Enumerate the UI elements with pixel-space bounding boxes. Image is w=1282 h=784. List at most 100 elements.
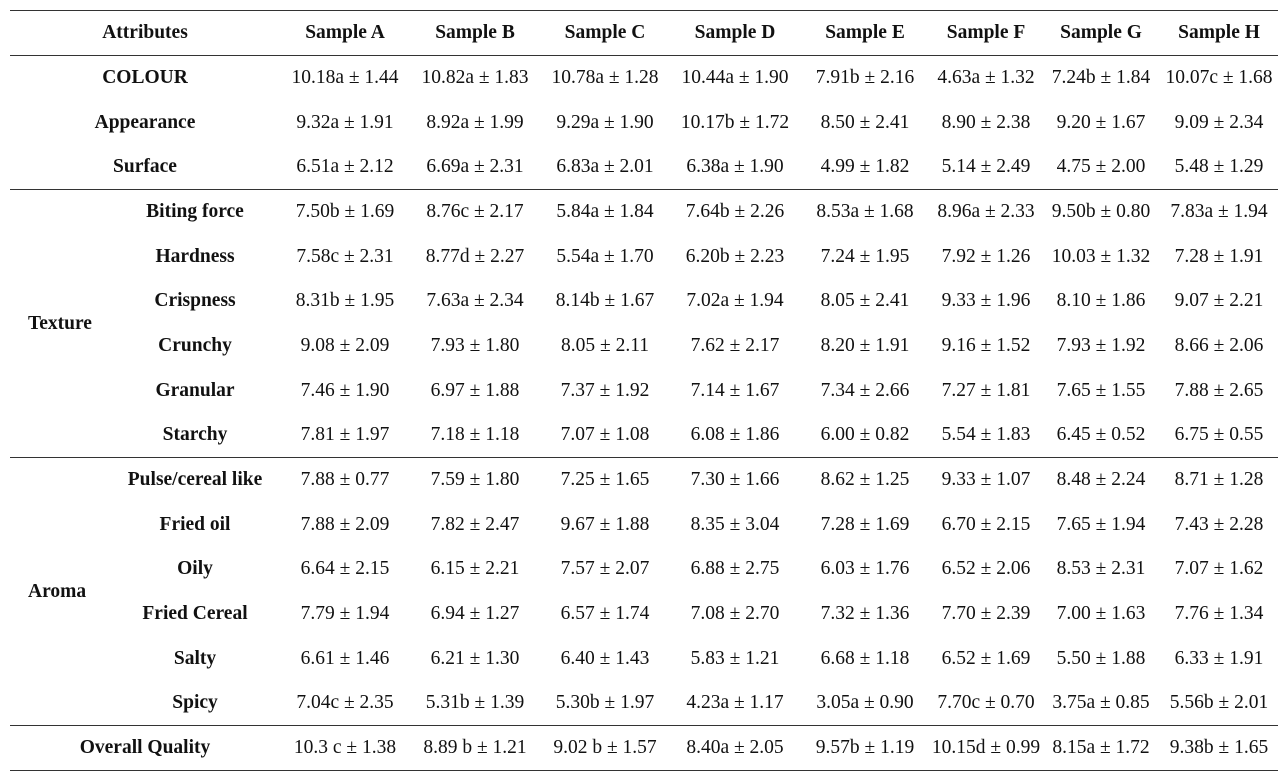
value-cell: 9.33 ± 1.96 [941, 290, 1031, 312]
value-cell: 7.08 ± 2.70 [690, 603, 780, 625]
value-cell: 6.03 ± 1.76 [820, 558, 910, 580]
table-row: Hardness 7.58c ± 2.31 8.77d ± 2.27 5.54a ± … [10, 234, 1278, 279]
table-row: Overall Quality 10.3 c ± 1.38 8.89 b ± 1.2… [10, 725, 1279, 771]
header-sample: Sample G [1042, 10, 1161, 56]
header-attributes: Attributes [10, 10, 281, 56]
value-cell: 5.48 ± 1.29 [1174, 155, 1264, 177]
value-cell: 9.67 ± 1.88 [560, 513, 650, 535]
value-cell: 7.32 ± 1.36 [820, 603, 910, 625]
attribute-label: COLOUR [102, 67, 188, 89]
attribute-label: Hardness [155, 245, 235, 267]
value-cell: 6.40 ± 1.43 [560, 647, 650, 669]
value-cell: 7.88 ± 0.77 [280, 457, 411, 503]
header-sample: Sample D [670, 10, 801, 56]
value-cell: 6.88 ± 2.75 [690, 558, 780, 580]
value-cell: 7.91b ± 2.16 [815, 67, 915, 89]
value-cell: 8.14b ± 1.67 [555, 290, 655, 312]
value-cell: 7.02a ± 1.94 [686, 290, 784, 312]
value-cell: 7.62 ± 2.17 [690, 334, 780, 356]
table-row: Crispness 8.31b ± 1.95 7.63a ± 2.34 8.14b ±… [10, 279, 1278, 324]
group-label: Aroma [10, 457, 110, 726]
value-cell: 7.14 ± 1.67 [690, 379, 780, 401]
attribute-label: Oily [177, 558, 213, 580]
value-cell: 6.52 ± 1.69 [941, 647, 1031, 669]
table-row: Aroma Pulse/cereal like 7.88 ± 0.77 7.59 ± … [10, 457, 1279, 726]
value-cell: 5.54a ± 1.70 [556, 245, 654, 267]
value-cell: 6.69a ± 2.31 [426, 155, 524, 177]
value-cell: 8.05 ± 2.41 [820, 290, 910, 312]
header-sample: Sample A [280, 10, 411, 56]
table-row: COLOUR 10.18a ± 1.44 10.82a ± 1.83 10.78a ±… [10, 56, 1278, 101]
value-cell: 7.64b ± 2.26 [670, 189, 801, 235]
value-cell: 3.05a ± 0.90 [816, 692, 914, 714]
attribute-label: Crunchy [158, 334, 232, 356]
attribute-label: Pulse/cereal like [110, 457, 281, 503]
value-cell: 5.14 ± 2.49 [941, 155, 1031, 177]
attribute-label: Appearance [94, 111, 196, 133]
value-cell: 9.07 ± 2.21 [1174, 290, 1264, 312]
value-cell: 8.89 b ± 1.21 [410, 725, 541, 771]
value-cell: 6.51a ± 2.12 [296, 155, 394, 177]
value-cell: 9.09 ± 2.34 [1174, 111, 1264, 133]
value-cell: 5.30b ± 1.97 [555, 692, 655, 714]
value-cell: 4.75 ± 2.00 [1056, 155, 1146, 177]
value-cell: 7.65 ± 1.94 [1056, 513, 1146, 535]
value-cell: 9.20 ± 1.67 [1056, 111, 1146, 133]
value-cell: 7.65 ± 1.55 [1056, 379, 1146, 401]
value-cell: 7.43 ± 2.28 [1174, 513, 1264, 535]
table-row: Spicy 7.04c ± 2.35 5.31b ± 1.39 5.30b ± 1.9… [10, 681, 1278, 726]
value-cell: 10.15d ± 0.99 [930, 725, 1043, 771]
value-cell: 8.53a ± 1.68 [800, 189, 931, 235]
value-cell: 6.83a ± 2.01 [556, 155, 654, 177]
value-cell: 7.63a ± 2.34 [426, 290, 524, 312]
table-row: Fried Cereal 7.79 ± 1.94 6.94 ± 1.27 6.57 ±… [10, 592, 1278, 637]
value-cell: 7.50b ± 1.69 [280, 189, 411, 235]
value-cell: 8.71 ± 1.28 [1160, 457, 1279, 503]
value-cell: 9.33 ± 1.07 [930, 457, 1043, 503]
table-row: Salty 6.61 ± 1.46 6.21 ± 1.30 6.40 ± 1.43 5.… [10, 636, 1278, 681]
value-cell: 6.45 ± 0.52 [1056, 424, 1146, 446]
value-cell: 9.32a ± 1.91 [296, 111, 394, 133]
value-cell: 8.62 ± 1.25 [800, 457, 931, 503]
value-cell: 6.57 ± 1.74 [560, 603, 650, 625]
value-cell: 7.59 ± 1.80 [410, 457, 541, 503]
value-cell: 6.64 ± 2.15 [300, 558, 390, 580]
value-cell: 10.17b ± 1.72 [680, 111, 790, 133]
value-cell: 7.58c ± 2.31 [296, 245, 394, 267]
table-row: Crunchy 9.08 ± 2.09 7.93 ± 1.80 8.05 ± 2.11… [10, 324, 1278, 369]
value-cell: 7.34 ± 2.66 [820, 379, 910, 401]
value-cell: 8.77d ± 2.27 [425, 245, 525, 267]
value-cell: 8.15a ± 1.72 [1042, 725, 1161, 771]
group-label: Texture [10, 189, 110, 458]
value-cell: 6.08 ± 1.86 [690, 424, 780, 446]
value-cell: 8.96a ± 2.33 [930, 189, 1043, 235]
attribute-label: Spicy [172, 692, 218, 714]
value-cell: 8.50 ± 2.41 [820, 111, 910, 133]
value-cell: 6.20b ± 2.23 [685, 245, 785, 267]
table-body: COLOUR 10.18a ± 1.44 10.82a ± 1.83 10.78a ±… [10, 56, 1279, 771]
header-sample: Sample H [1160, 10, 1279, 56]
value-cell: 9.50b ± 0.80 [1042, 189, 1161, 235]
value-cell: 10.82a ± 1.83 [421, 67, 529, 89]
value-cell: 7.57 ± 2.07 [560, 558, 650, 580]
table-row: Surface 6.51a ± 2.12 6.69a ± 2.31 6.83a ± 2… [10, 145, 1278, 190]
value-cell: 6.15 ± 2.21 [430, 558, 520, 580]
value-cell: 8.10 ± 1.86 [1056, 290, 1146, 312]
value-cell: 7.30 ± 1.66 [670, 457, 801, 503]
table-row: Fried oil 7.88 ± 2.09 7.82 ± 2.47 9.67 ± 1.… [10, 502, 1278, 547]
value-cell: 10.44a ± 1.90 [681, 67, 789, 89]
header-sample: Sample C [540, 10, 671, 56]
table-row: Starchy 7.81 ± 1.97 7.18 ± 1.18 7.07 ± 1.08… [10, 413, 1278, 458]
value-cell: 7.27 ± 1.81 [941, 379, 1031, 401]
value-cell: 8.20 ± 1.91 [820, 334, 910, 356]
value-cell: 7.82 ± 2.47 [430, 513, 520, 535]
value-cell: 7.28 ± 1.91 [1174, 245, 1264, 267]
value-cell: 3.75a ± 0.85 [1052, 692, 1150, 714]
table-row: Texture Biting force 7.50b ± 1.69 8.76c ± 2… [10, 189, 1279, 458]
value-cell: 9.29a ± 1.90 [556, 111, 654, 133]
value-cell: 7.76 ± 1.34 [1174, 603, 1264, 625]
value-cell: 6.52 ± 2.06 [941, 558, 1031, 580]
value-cell: 10.18a ± 1.44 [291, 67, 399, 89]
value-cell: 7.83a ± 1.94 [1160, 189, 1279, 235]
value-cell: 5.31b ± 1.39 [425, 692, 525, 714]
